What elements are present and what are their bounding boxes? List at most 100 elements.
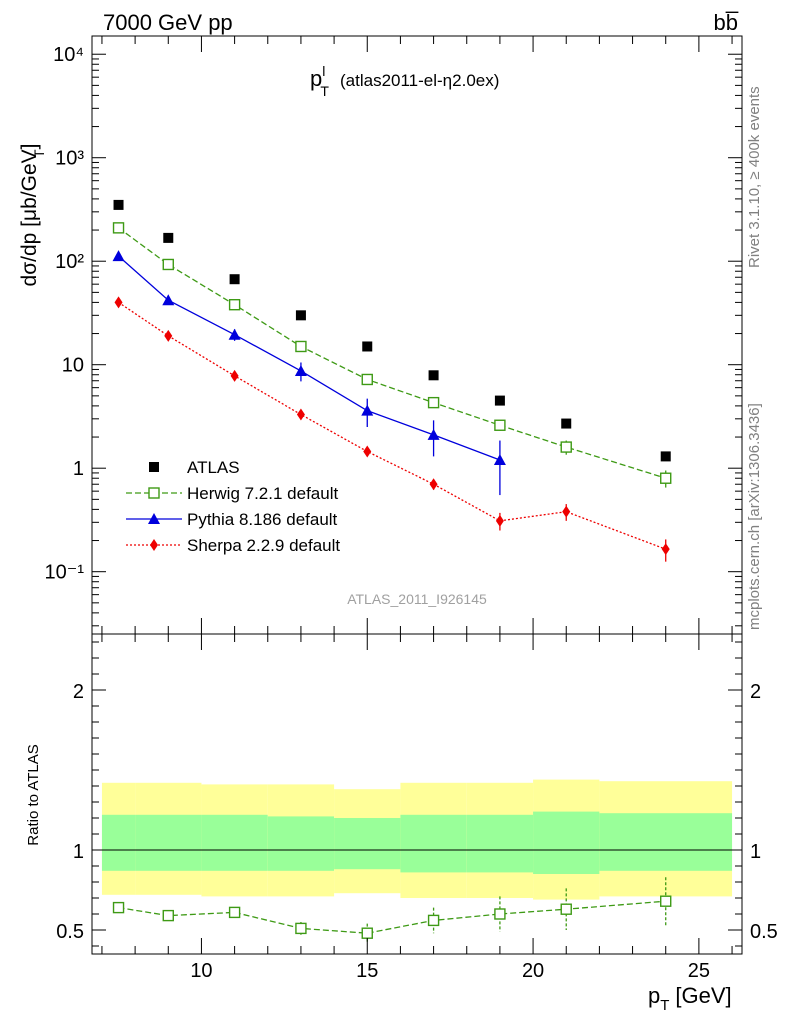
uncertainty-band-green (466, 814, 534, 873)
y-tick-label: 10⁻¹ (45, 562, 85, 584)
ratio-y-tick-label: 1 (73, 841, 84, 863)
series-1 (112, 222, 672, 488)
data-point (112, 250, 125, 262)
uncertainty-band-green (201, 814, 268, 871)
main-panel: 10⁻¹ 1 10 10² 10³ 10⁴ pl T (atlas2011-el-η2.0e… (18, 35, 743, 635)
uncertainty-band-green (599, 813, 733, 871)
x-tick-label: 20 (522, 960, 544, 982)
data-point (493, 454, 506, 466)
data-point (661, 543, 670, 556)
ratio-point (361, 927, 373, 939)
header-left: 7000 GeV pp (103, 10, 233, 35)
series-2 (112, 250, 506, 496)
uncertainty-band-green (267, 816, 335, 871)
main-ylabel-sub: T (31, 149, 47, 158)
ratio-ylabel: Ratio to ATLAS (25, 744, 42, 845)
data-point (113, 199, 124, 210)
legend-marker (148, 513, 160, 524)
ratio-point (228, 906, 241, 919)
uncertainty-band-green (533, 811, 600, 874)
legend-label: Sherpa 2.2.9 default (187, 536, 340, 555)
data-point (114, 296, 123, 309)
ratio-point (295, 922, 307, 935)
series-0 (113, 199, 671, 462)
watermark: ATLAS_2011_I926145 (347, 591, 487, 607)
y-tick-label: 10 (62, 355, 84, 377)
ratio-point (660, 895, 672, 907)
data-point (162, 258, 174, 271)
uncertainty-band-green (135, 814, 202, 871)
ratio-y-tick-label-right: 2 (750, 681, 761, 703)
uncertainty-band-green (101, 814, 136, 871)
data-point (163, 232, 174, 243)
x-tick-label: 10 (190, 960, 212, 982)
mcplots-reference-label: mcplots.cern.ch [arXiv:1306.3436] (746, 403, 763, 630)
data-point (361, 373, 373, 386)
data-point (361, 404, 374, 416)
y-tick-label: 10³ (55, 148, 84, 170)
ratio-point (427, 914, 440, 927)
main-subtitle: (atlas2011-el-η2.0ex) (340, 71, 499, 90)
data-point (660, 451, 671, 462)
x-tick-label: 15 (356, 960, 378, 982)
ratio-point (112, 901, 125, 914)
data-point (362, 341, 373, 352)
ratio-series-0 (112, 877, 672, 943)
uncertainty-band-green (400, 814, 467, 873)
ratio-frame (91, 633, 743, 955)
series-line (118, 301, 666, 550)
data-point (295, 310, 306, 321)
series-line (118, 227, 666, 479)
ratio-point (494, 908, 506, 920)
data-point (112, 222, 125, 234)
x-tick-label: 25 (688, 960, 710, 982)
data-point (561, 418, 572, 429)
ratio-point (560, 903, 572, 915)
data-point (427, 396, 440, 409)
data-point (494, 419, 506, 431)
data-point (427, 428, 440, 440)
data-point (495, 514, 504, 527)
data-point (228, 328, 241, 340)
main-title: pl T (310, 63, 329, 99)
data-point (230, 369, 239, 382)
legend-label: Pythia 8.186 default (187, 510, 338, 529)
data-point (296, 408, 305, 421)
ratio-panel: 0.5 0.5 1 1 2 2 10 15 20 25 Ratio to ATLAS pT [GeV… (25, 633, 778, 1014)
legend-marker (150, 539, 158, 551)
uncertainty-band-green (334, 818, 401, 870)
data-point (295, 340, 307, 353)
data-point (363, 445, 372, 458)
y-tick-label: 1 (73, 458, 84, 480)
data-point (164, 329, 173, 342)
legend-label: Herwig 7.2.1 default (187, 484, 338, 503)
legend: ATLAS Herwig 7.2.1 default Pythia 8.186 de… (126, 458, 340, 555)
data-point (562, 505, 571, 518)
data-point (162, 294, 175, 306)
ratio-y-tick-label: 0.5 (56, 921, 84, 943)
main-ylabel: dσ/dp [μb/GeV] (18, 144, 41, 287)
data-point (229, 274, 240, 285)
legend-marker (149, 462, 159, 472)
legend-label: ATLAS (187, 458, 240, 477)
y-tick-label: 10² (55, 251, 84, 273)
data-point (228, 299, 241, 311)
data-point (429, 478, 438, 491)
data-point (494, 395, 505, 406)
ratio-point (162, 909, 174, 922)
series-line (118, 255, 501, 461)
ratio-y-tick-label: 2 (73, 681, 84, 703)
data-point (428, 370, 439, 381)
x-axis-label: pT [GeV] (648, 983, 732, 1014)
legend-marker (148, 487, 160, 499)
data-point (560, 441, 572, 453)
ratio-y-tick-label-right: 0.5 (750, 921, 778, 943)
ratio-y-tick-label-right: 1 (750, 841, 761, 863)
data-point (660, 472, 672, 484)
header-right: bb̅ (714, 10, 739, 35)
rivet-version-label: Rivet 3.1.10, ≥ 400k events (746, 86, 763, 268)
ratio-line (118, 900, 666, 934)
y-tick-label: 10⁴ (53, 44, 84, 66)
data-point (294, 364, 307, 376)
